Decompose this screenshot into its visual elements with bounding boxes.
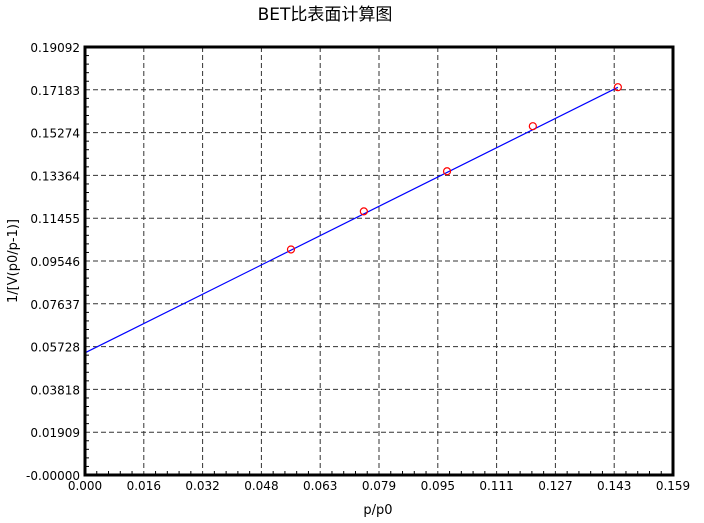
x-tick-label: 0.000 [68,479,102,493]
x-tick-label: 0.143 [597,479,631,493]
y-tick-label: 0.17183 [30,84,80,98]
y-tick-label: 0.05728 [30,341,80,355]
chart-title: BET比表面计算图 [258,5,393,25]
data-point [528,122,537,131]
x-tick-label: 0.032 [185,479,219,493]
y-tick-label: 0.11455 [30,212,80,226]
y-tick-label: 0.13364 [30,169,80,183]
y-axis-label: 1/[V(p0/p-1)] [6,219,21,303]
fit-line [84,86,619,354]
x-tick-label: 0.079 [362,479,396,493]
data-point [359,207,368,216]
data-point [613,83,622,92]
y-tick-label: -0.00000 [26,469,80,483]
x-tick-label: 0.127 [538,479,572,493]
y-tick-label: 0.19092 [30,41,80,55]
y-tick-label: 0.01909 [30,426,80,440]
y-tick-label: 0.15274 [30,127,80,141]
x-tick-label: 0.111 [479,479,513,493]
plot-frame [83,45,675,477]
x-tick-label: 0.095 [421,479,455,493]
x-tick-label: 0.063 [303,479,337,493]
data-point [286,245,296,254]
x-tick-label: 0.016 [127,479,161,493]
x-tick-label: 0.159 [656,479,690,493]
y-tick-label: 0.03818 [30,383,80,397]
x-tick-label: 0.048 [244,479,278,493]
y-tick-label: 0.07637 [30,298,80,312]
y-tick-label: 0.09546 [30,255,80,269]
data-point [442,167,452,176]
x-axis-label: p/p0 [363,503,392,518]
